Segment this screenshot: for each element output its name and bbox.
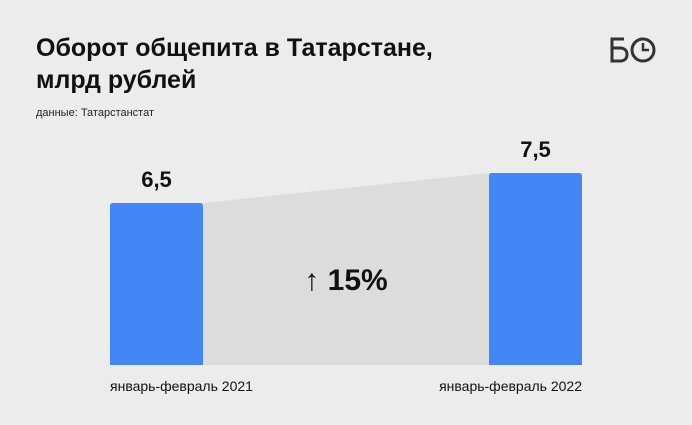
bo-logo-icon — [610, 37, 656, 63]
percent-change-label: ↑ 15% — [304, 264, 387, 297]
category-label: январь-февраль 2021 — [110, 378, 253, 394]
change-connector-area — [203, 173, 489, 365]
bar — [489, 173, 582, 365]
chart-title-line-2: млрд рублей — [36, 66, 197, 94]
bar — [110, 203, 203, 365]
chart-title-line-1: Оборот общепита в Татарстане, — [36, 34, 433, 62]
category-label: январь-февраль 2022 — [439, 378, 582, 394]
chart-title: Оборот общепита в Татарстане, млрд рубле… — [36, 32, 556, 96]
bar-value-label: 7,5 — [520, 137, 551, 162]
bar-value-label: 6,5 — [141, 167, 172, 192]
data-source: данные: Татарстанстат — [36, 107, 155, 119]
